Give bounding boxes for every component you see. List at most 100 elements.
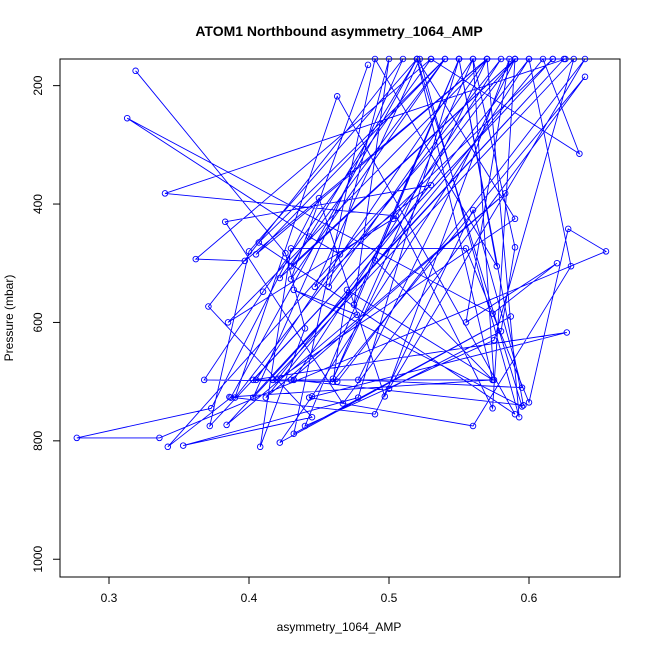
data-point	[287, 275, 295, 283]
data-point	[269, 376, 277, 384]
data-point	[497, 55, 505, 63]
data-point	[73, 434, 81, 442]
data-point	[308, 393, 316, 400]
x-tick-label: 0.3	[101, 591, 118, 605]
data-point	[416, 55, 424, 63]
data-point	[329, 378, 337, 385]
data-point	[290, 286, 298, 294]
data-point	[385, 385, 393, 392]
data-point	[469, 422, 477, 430]
data-point	[501, 190, 509, 197]
data-point	[525, 55, 533, 63]
x-tick-label: 0.6	[521, 591, 538, 605]
data-point	[563, 329, 571, 336]
data-point	[399, 55, 407, 63]
data-point	[205, 303, 212, 310]
data-point	[549, 55, 557, 63]
data-point	[539, 55, 547, 63]
data-point	[427, 55, 435, 63]
data-point	[123, 114, 131, 122]
data-point	[256, 443, 264, 451]
data-point	[385, 55, 393, 63]
data-point	[290, 430, 298, 437]
data-point	[241, 257, 249, 265]
data-point	[305, 233, 313, 240]
data-point	[576, 150, 583, 157]
data-point	[564, 225, 572, 233]
data-point	[308, 413, 316, 421]
data-point	[221, 218, 229, 226]
data-point	[156, 434, 163, 442]
data-point	[301, 422, 309, 430]
data-point	[520, 402, 527, 409]
data-point	[206, 422, 214, 430]
data-point	[462, 319, 470, 326]
data-point	[325, 283, 333, 291]
data-point	[511, 410, 519, 418]
data-point	[490, 376, 498, 384]
data-point	[227, 394, 235, 401]
data-point	[259, 288, 267, 295]
data-point	[164, 443, 172, 451]
data-point	[371, 410, 379, 418]
data-point	[489, 405, 496, 412]
y-axis: 200 400 600 800 1000	[31, 75, 61, 573]
data-point	[287, 262, 295, 270]
data-point	[200, 376, 208, 384]
x-tick-label: 0.5	[381, 591, 398, 605]
data-point	[282, 249, 289, 257]
y-tick-label: 200	[31, 75, 45, 95]
data-point	[469, 206, 477, 214]
data-point	[207, 405, 215, 412]
y-tick-label: 800	[31, 431, 45, 451]
y-tick-label: 600	[31, 312, 45, 332]
data-point	[252, 251, 260, 258]
data-point	[483, 55, 491, 63]
y-tick-label: 1000	[31, 546, 45, 573]
chart-title: ATOM1 Northbound asymmetry_1064_AMP	[195, 23, 482, 39]
data-point	[252, 376, 260, 384]
data-point	[381, 393, 389, 400]
data-point	[336, 251, 344, 258]
x-axis-label: asymmetry_1064_AMP	[277, 620, 402, 634]
data-point	[329, 375, 337, 382]
data-point	[245, 248, 253, 255]
data-point	[192, 255, 200, 263]
y-tick-label: 400	[31, 194, 45, 214]
data-point	[301, 325, 309, 332]
data-point	[518, 403, 526, 410]
data-point	[507, 313, 515, 320]
data-point	[223, 421, 230, 429]
data-point	[511, 244, 519, 251]
data-point	[462, 245, 470, 252]
data-point	[311, 283, 319, 291]
x-axis: 0.3 0.4 0.5 0.6	[101, 576, 538, 605]
data-point	[354, 376, 362, 384]
data-point	[354, 394, 362, 401]
data-point	[570, 55, 578, 63]
data-point	[249, 376, 257, 384]
data-point	[161, 190, 169, 197]
data-point	[413, 55, 421, 63]
data-point	[371, 55, 379, 63]
data-point	[581, 55, 589, 63]
series-line	[76, 57, 607, 448]
data-point	[315, 194, 323, 202]
data-point	[427, 181, 435, 189]
data-point	[290, 376, 298, 384]
data-point	[287, 376, 295, 384]
data-point	[553, 259, 561, 267]
data-point	[273, 376, 281, 384]
data-point	[179, 442, 187, 449]
data-point	[262, 394, 270, 401]
data-point	[231, 394, 239, 401]
data-point	[392, 212, 400, 220]
data-point	[224, 319, 232, 326]
data-point	[525, 399, 533, 406]
data-point	[581, 73, 589, 81]
data-point	[339, 400, 347, 407]
x-tick-label: 0.4	[241, 591, 258, 605]
data-point	[489, 310, 496, 317]
y-axis-label: Pressure (mbar)	[2, 275, 16, 362]
